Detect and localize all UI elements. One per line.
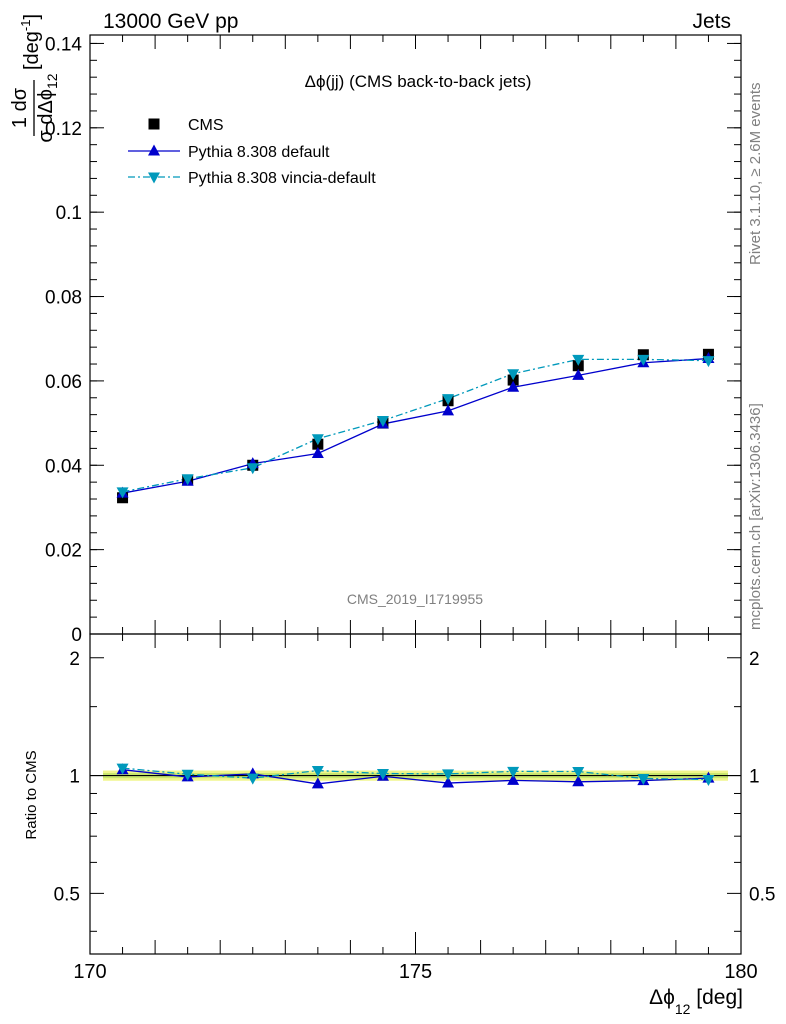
ratio-point-pythia-vincia xyxy=(507,766,520,778)
series-line-pythia-default xyxy=(122,357,709,494)
x-tick-label: 175 xyxy=(399,961,432,983)
x-axis-label: Δϕ12 [deg] xyxy=(649,986,743,1017)
svg-text:[deg-1]: [deg-1] xyxy=(18,14,43,70)
legend-label: Pythia 8.308 default xyxy=(188,144,330,161)
data-point-cms xyxy=(637,349,649,361)
chart-title: Δϕ(jj) (CMS back-to-back jets) xyxy=(305,72,532,91)
point-pythia-default xyxy=(442,404,455,416)
main-y-axis-label: 1 dσ σ dΔϕ12 [deg-1] xyxy=(9,14,60,143)
ratio-line-pythia-default xyxy=(122,769,709,785)
svg-text:σ dΔϕ12: σ dΔϕ12 xyxy=(35,73,60,142)
x-tick-label: 170 xyxy=(73,961,106,983)
ratio-point-pythia-vincia xyxy=(637,773,650,785)
point-pythia-vincia xyxy=(702,356,715,368)
analysis-tag: CMS_2019_I1719955 xyxy=(347,591,483,607)
ratio-point-pythia-default xyxy=(572,775,585,787)
ratio-y-tick-label-right: 2 xyxy=(749,649,760,670)
legend-marker-pythia-default xyxy=(148,144,160,156)
ratio-panel-frame xyxy=(89,633,742,955)
ratio-point-pythia-vincia xyxy=(311,766,324,778)
point-pythia-vincia xyxy=(572,354,585,366)
legend-label: CMS xyxy=(188,117,224,134)
ratio-y-tick-label-right: 0.5 xyxy=(749,884,775,905)
point-pythia-vincia xyxy=(181,474,194,486)
point-pythia-vincia xyxy=(311,434,324,446)
axis-ticks: 0 0.02 0.04 0.06 0.08 0.1 0.12 0.14 170 175 180 0.5… xyxy=(45,34,775,983)
point-pythia-default xyxy=(572,368,585,380)
ratio-band xyxy=(90,770,741,781)
svg-text:1 dσ: 1 dσ xyxy=(9,87,31,128)
y-tick-label: 0.04 xyxy=(45,456,82,477)
ratio-point-pythia-default xyxy=(311,777,324,789)
point-pythia-default xyxy=(507,380,520,392)
side-label-top: Rivet 3.1.10, ≥ 2.6M events xyxy=(747,83,764,266)
legend-label: Pythia 8.308 vincia-default xyxy=(188,170,376,187)
ratio-y-axis-label: Ratio to CMS xyxy=(23,750,40,839)
point-pythia-vincia xyxy=(637,354,650,366)
ratio-point-pythia-default xyxy=(442,776,455,788)
point-pythia-vincia xyxy=(507,369,520,381)
ratio-y-tick-label: 2 xyxy=(69,649,80,670)
point-pythia-vincia xyxy=(442,394,455,406)
y-tick-label: 0.1 xyxy=(56,203,82,224)
point-pythia-vincia xyxy=(246,463,259,475)
ratio-y-tick-label: 1 xyxy=(69,767,80,788)
y-tick-label: 0.06 xyxy=(45,372,82,393)
x-tick-label: 180 xyxy=(724,961,757,983)
header-left: 13000 GeV pp xyxy=(103,10,238,33)
legend-marker-cms xyxy=(148,118,160,130)
ratio-point-pythia-vincia xyxy=(181,769,194,781)
ratio-point-pythia-vincia xyxy=(572,767,585,779)
ratio-series-layer xyxy=(116,763,715,789)
series-line-pythia-vincia xyxy=(122,358,709,493)
header-right: Jets xyxy=(692,10,731,33)
ratio-point-pythia-default xyxy=(507,773,520,785)
ratio-y-tick-label-right: 1 xyxy=(749,767,760,788)
side-label-bottom: mcplots.cern.ch [arXiv:1306.3436] xyxy=(747,403,764,630)
y-tick-label: 0.14 xyxy=(45,34,82,55)
ratio-point-pythia-vincia xyxy=(702,775,715,787)
legend-marker-pythia-vincia xyxy=(148,172,160,184)
y-tick-label: 0.02 xyxy=(45,541,82,562)
ratio-y-tick-label: 0.5 xyxy=(54,884,80,905)
point-pythia-vincia xyxy=(376,416,389,428)
ratio-point-pythia-vincia xyxy=(442,769,455,781)
y-tick-label: 0.12 xyxy=(45,119,82,140)
point-pythia-vincia xyxy=(116,487,129,499)
y-tick-label: 0 xyxy=(71,625,82,646)
y-tick-label: 0.08 xyxy=(45,288,82,309)
ratio-point-pythia-vincia xyxy=(246,773,259,785)
series-layer xyxy=(116,348,715,504)
ratio-point-pythia-vincia xyxy=(116,763,129,775)
point-pythia-default xyxy=(311,446,324,458)
ratio-point-pythia-vincia xyxy=(376,769,389,781)
legend: CMS Pythia 8.308 default Pythia 8.308 vinc… xyxy=(128,117,376,187)
